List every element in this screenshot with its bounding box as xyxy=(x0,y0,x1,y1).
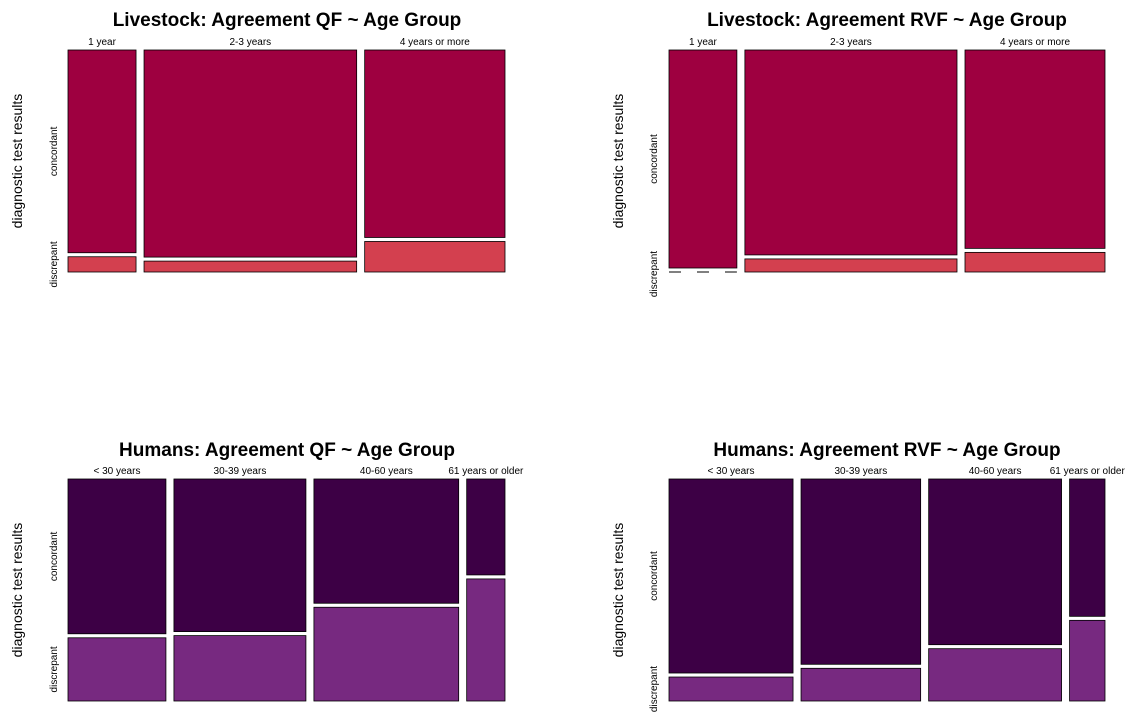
y-axis-label: diagnostic test results xyxy=(9,94,25,229)
tile-discrepant xyxy=(668,676,794,702)
tile-discrepant xyxy=(173,635,307,702)
tile-discrepant xyxy=(313,606,460,702)
tile-discrepant xyxy=(67,637,167,702)
tile-concordant xyxy=(313,478,460,604)
row-label-concordant: concordant xyxy=(649,134,660,184)
panel-livestock-rvf: Livestock: Agreement RVF ~ Age Group diag… xyxy=(610,10,1106,297)
category-label: 30-39 years xyxy=(834,466,887,477)
chart-title: Humans: Agreement RVF ~ Age Group xyxy=(713,440,1060,461)
row-label-discrepant: discrepant xyxy=(49,241,60,287)
y-axis-label: diagnostic test results xyxy=(610,94,626,229)
row-label-concordant: concordant xyxy=(649,551,660,601)
row-label-discrepant: discrepant xyxy=(649,251,660,297)
tile-discrepant xyxy=(466,578,506,702)
tile-concordant xyxy=(466,478,506,576)
tile-discrepant xyxy=(964,251,1106,273)
tile-discrepant xyxy=(364,241,506,273)
row-label-discrepant: discrepant xyxy=(49,646,60,692)
row-label-concordant: concordant xyxy=(49,126,60,176)
tile-concordant xyxy=(928,478,1062,646)
tile-concordant xyxy=(744,49,958,256)
category-label: < 30 years xyxy=(93,466,140,477)
tile-discrepant xyxy=(744,258,958,273)
chart-title: Livestock: Agreement RVF ~ Age Group xyxy=(707,10,1067,31)
chart-title: Humans: Agreement QF ~ Age Group xyxy=(119,440,455,461)
tile-concordant xyxy=(800,478,922,665)
tile-discrepant xyxy=(800,667,922,702)
tile-concordant xyxy=(668,49,738,269)
tile-discrepant xyxy=(143,260,358,273)
category-label: 4 years or more xyxy=(1000,37,1070,48)
category-label: 61 years or older xyxy=(1050,466,1126,477)
tile-discrepant xyxy=(1069,619,1106,702)
tile-concordant xyxy=(668,478,794,674)
tile-concordant xyxy=(173,478,307,633)
y-axis-label: diagnostic test results xyxy=(610,523,626,658)
y-axis-label: diagnostic test results xyxy=(9,523,25,658)
chart-title: Livestock: Agreement QF ~ Age Group xyxy=(113,10,462,31)
category-label: 1 year xyxy=(88,37,116,48)
tile-concordant xyxy=(67,478,167,635)
category-label: 2-3 years xyxy=(230,37,272,48)
category-label: 30-39 years xyxy=(214,466,267,477)
tile-concordant xyxy=(1069,478,1106,617)
tile-discrepant xyxy=(67,256,137,273)
panel-livestock-qf: Livestock: Agreement QF ~ Age Group diagn… xyxy=(9,10,506,287)
row-label-discrepant: discrepant xyxy=(649,666,660,712)
panel-humans-qf: Humans: Agreement QF ~ Age Group diagnost… xyxy=(9,440,524,702)
category-label: 1 year xyxy=(689,37,717,48)
tile-concordant xyxy=(143,49,358,258)
category-label: 2-3 years xyxy=(830,37,872,48)
tile-concordant xyxy=(67,49,137,254)
category-label: 40-60 years xyxy=(969,466,1022,477)
category-label: 40-60 years xyxy=(360,466,413,477)
tile-concordant xyxy=(364,49,506,238)
category-label: 61 years or older xyxy=(448,466,524,477)
category-label: 4 years or more xyxy=(400,37,470,48)
panel-humans-rvf: Humans: Agreement RVF ~ Age Group diagnos… xyxy=(610,440,1125,712)
tile-discrepant xyxy=(928,648,1062,702)
category-label: < 30 years xyxy=(708,466,755,477)
tile-concordant xyxy=(964,49,1106,249)
row-label-concordant: concordant xyxy=(49,531,60,581)
